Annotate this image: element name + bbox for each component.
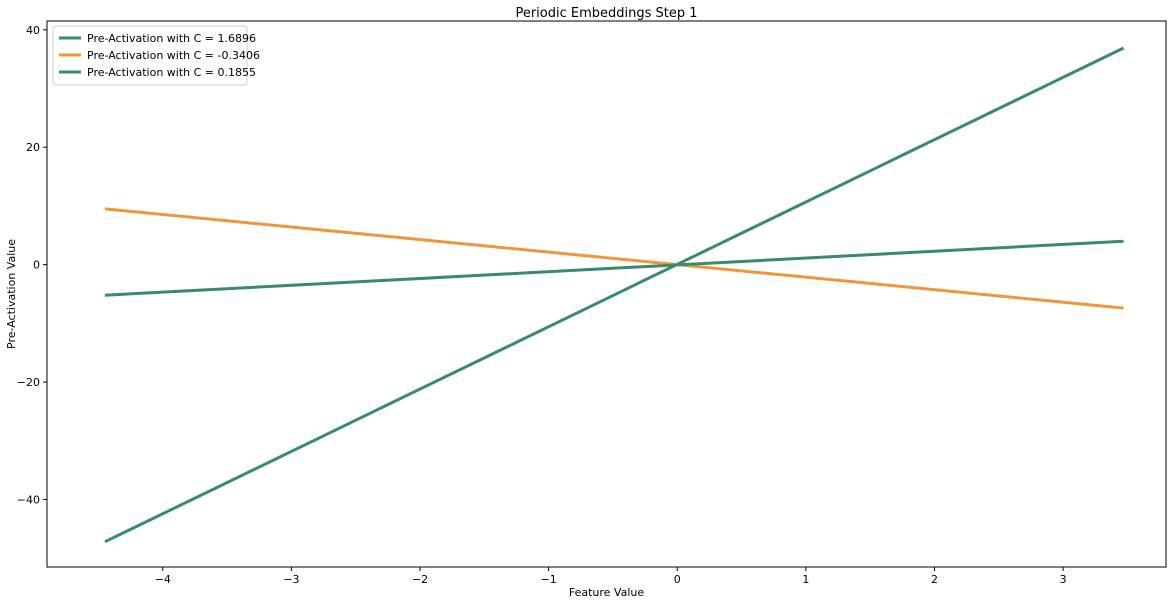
x-tick-label: −2	[412, 573, 428, 586]
x-tick-label: 1	[802, 573, 809, 586]
x-axis-ticks: −4 −3 −2 −1 0 1 2 3	[155, 567, 1067, 586]
y-tick-label: −20	[17, 376, 40, 389]
x-tick-label: −4	[155, 573, 171, 586]
y-tick-label: 40	[26, 24, 40, 37]
y-axis-label: Pre-Activation Value	[5, 239, 18, 349]
y-tick-label: 0	[33, 259, 40, 272]
x-axis-label: Feature Value	[569, 586, 645, 599]
legend-label: Pre-Activation with C = 1.6896	[87, 32, 256, 45]
x-tick-label: 0	[674, 573, 681, 586]
y-tick-label: −40	[17, 493, 40, 506]
x-tick-label: −3	[283, 573, 299, 586]
legend-label: Pre-Activation with C = 0.1855	[87, 66, 256, 79]
series-lines	[104, 46, 1125, 544]
y-axis-ticks: −40 −20 0 20 40	[17, 24, 47, 506]
x-tick-label: −1	[541, 573, 557, 586]
x-tick-label: 2	[931, 573, 938, 586]
plot-area	[46, 20, 1167, 568]
legend-box	[52, 25, 248, 86]
legend: Pre-Activation with C = 1.6896 Pre-Activa…	[52, 25, 260, 86]
y-tick-label: 20	[26, 141, 40, 154]
x-tick-label: 3	[1060, 573, 1067, 586]
legend-label: Pre-Activation with C = -0.3406	[87, 49, 260, 62]
chart-title: Periodic Embeddings Step 1	[515, 6, 697, 21]
series-line-1	[104, 46, 1125, 544]
series-line-3	[104, 239, 1124, 297]
series-line-2	[104, 207, 1124, 310]
